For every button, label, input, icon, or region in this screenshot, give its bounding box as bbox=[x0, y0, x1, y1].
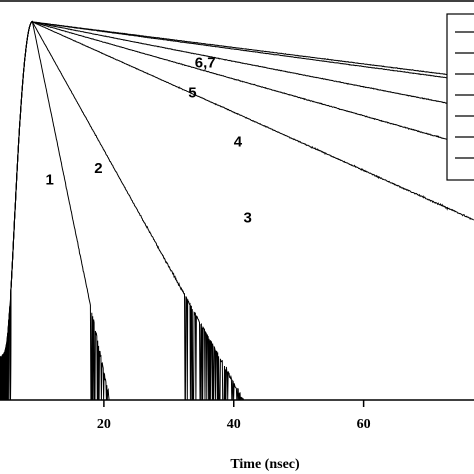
curve-label-4: 4 bbox=[234, 134, 243, 151]
decay-curve-4 bbox=[0, 20, 474, 401]
curve-label-5: 5 bbox=[188, 85, 196, 102]
legend-box bbox=[446, 13, 474, 181]
decay-curve-7 bbox=[0, 20, 474, 401]
x-tick-label-20: 20 bbox=[97, 417, 111, 432]
curve-label-3: 3 bbox=[244, 209, 252, 226]
decay-curve-3 bbox=[0, 20, 474, 401]
x-tick-label-60: 60 bbox=[357, 417, 371, 432]
axes bbox=[0, 0, 474, 401]
curve-label-2: 2 bbox=[94, 160, 102, 177]
curve-labels: 1 2 3 4 5 6,7 bbox=[46, 54, 252, 226]
x-axis-title: Time (nsec) bbox=[230, 457, 300, 472]
decay-curves bbox=[0, 20, 474, 401]
curve-label-1: 1 bbox=[46, 172, 54, 189]
x-tick-label-40: 40 bbox=[227, 417, 241, 432]
x-ticks: 20 40 60 bbox=[97, 400, 371, 432]
decay-curve-5 bbox=[0, 20, 474, 401]
curve-label-6: 6,7 bbox=[195, 54, 216, 71]
legend bbox=[446, 13, 474, 181]
